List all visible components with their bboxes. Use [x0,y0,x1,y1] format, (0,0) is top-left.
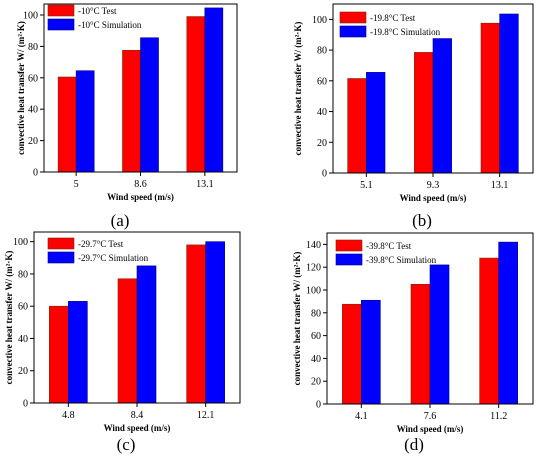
y-tick-label: 60 [311,331,321,342]
x-tick-label: 9.3 [427,180,440,191]
x-axis-label: Wind speed (m/s) [397,424,464,434]
legend-swatch-1 [47,237,75,250]
y-tick-label: 40 [28,105,38,116]
y-axis-label: convective heat transfer W/ (m²·K) [16,21,26,155]
bar-simulation-3 [498,241,518,405]
bar-test-3 [479,257,499,405]
bar-simulation-2 [136,265,157,404]
chart-panel-c: 4.8 8.4 12.1 0 20 40 60 80 100 Wind speed (m/s) co… [4,231,241,454]
y-tick-label: 0 [23,399,28,410]
plot-frame [332,3,534,174]
legend-label-2: -19.8°C Simulation [370,27,441,37]
legend-swatch-1 [339,11,367,24]
bar-simulation-2 [432,38,452,174]
bar-test-3 [186,244,206,404]
legend-swatch-1 [47,4,75,17]
y-axis-label: convective heat transfer W/ (m²·K) [293,22,303,156]
y-tick-label: 80 [317,46,327,57]
y-tick-label: 80 [28,42,38,53]
x-tick-label: 7.6 [424,411,437,422]
panel-label: (c) [117,435,136,454]
bar-simulation-1 [75,70,95,173]
bar-simulation-1 [68,301,88,404]
x-tick-label: 8.6 [134,179,147,190]
bar-test-3 [186,16,206,173]
x-axis-label: Wind speed (m/s) [104,423,171,433]
bar-simulation-3 [205,241,225,404]
plot-frame [43,3,238,173]
bar-simulation-2 [140,37,159,173]
legend-label-1: -29.7°C Test [78,239,124,249]
x-tick-label: 5 [74,179,79,190]
y-tick-label: 80 [18,269,28,280]
bar-test-2 [414,52,434,174]
legend-swatch-1 [335,239,363,252]
chart-panel-a: 5 8.6 13.1 0 20 40 60 80 100 Wind speed (m/s) conv… [16,3,238,230]
bar-simulation-3 [499,13,519,174]
chart-panel-d: 4.1 7.6 11.2 0 20 40 60 80 100 120 140 Wind speed (… [292,232,534,454]
bar-test-2 [122,50,141,173]
y-axis-label: convective heat transfer W/ (m²·K) [4,251,14,385]
x-tick-label: 8.4 [131,410,144,421]
x-axis-label: Wind speed (m/s) [400,193,467,203]
chart-panel-b: 5.1 9.3 13.1 0 20 40 60 80 100 Wind speed (m/s) co… [293,3,534,230]
x-tick-label: 11.2 [490,411,507,422]
legend-label-2: -29.7°C Simulation [78,253,149,263]
bar-simulation-1 [366,72,386,174]
y-tick-label: 40 [311,354,321,365]
bar-simulation-2 [429,264,450,405]
y-tick-label: 20 [28,136,38,147]
x-tick-label: 13.1 [491,180,509,191]
legend-swatch-2 [335,253,363,266]
x-tick-label: 13.1 [196,179,214,190]
panel-label: (b) [412,211,432,230]
y-tick-label: 40 [317,107,327,118]
plot-frame [326,232,534,405]
y-tick-label: 120 [306,263,321,274]
legend-label-2: -10°C Simulation [78,20,142,30]
y-tick-label: 100 [312,15,327,26]
y-axis-label: convective heat transfer W/ (m²·K) [292,252,302,386]
legend-label-1: -39.8°C Test [366,241,412,251]
y-tick-label: 40 [18,334,28,345]
legend-swatch-2 [47,18,75,31]
panel-label: (d) [404,435,424,454]
y-tick-label: 0 [322,169,327,180]
bar-test-1 [347,78,367,174]
bar-test-3 [480,22,500,174]
y-tick-label: 100 [306,286,321,297]
y-tick-label: 80 [311,308,321,319]
x-tick-label: 12.1 [197,410,215,421]
y-tick-label: 0 [316,400,321,411]
x-tick-label: 5.1 [360,180,373,191]
x-tick-label: 4.1 [355,411,368,422]
bar-test-2 [117,278,138,404]
bar-test-1 [57,76,77,173]
y-tick-label: 20 [18,366,28,377]
panel-label: (a) [111,211,130,230]
legend-swatch-2 [47,251,75,264]
x-tick-label: 4.8 [62,410,75,421]
bar-test-2 [410,283,431,405]
y-tick-label: 20 [311,377,321,388]
y-tick-label: 60 [28,73,38,84]
legend-label-1: -10°C Test [78,6,117,16]
legend-label-1: -19.8°C Test [370,13,416,23]
y-tick-label: 100 [13,237,28,248]
bar-simulation-1 [361,299,381,405]
bar-simulation-3 [204,7,224,173]
y-tick-label: 20 [317,138,327,149]
y-tick-label: 60 [18,302,28,313]
x-axis-label: Wind speed (m/s) [107,192,174,202]
legend-swatch-2 [339,25,367,38]
y-tick-label: 100 [23,10,38,21]
y-tick-label: 60 [317,76,327,87]
plot-frame [33,231,241,404]
bar-test-1 [49,305,69,404]
bar-test-1 [342,303,362,405]
y-tick-label: 0 [33,168,38,179]
legend-label-2: -39.8°C Simulation [366,255,437,265]
y-tick-label: 140 [306,240,321,251]
